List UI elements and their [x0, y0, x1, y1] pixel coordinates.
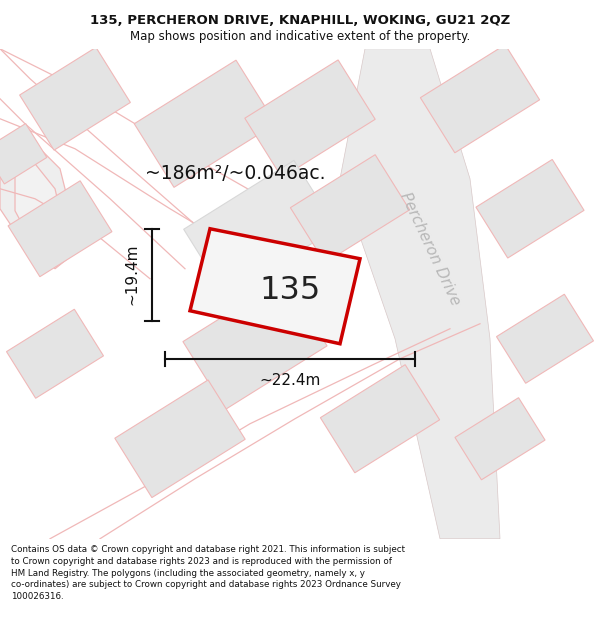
Text: Contains OS data © Crown copyright and database right 2021. This information is : Contains OS data © Crown copyright and d…: [11, 545, 405, 601]
Polygon shape: [0, 139, 80, 269]
Text: ~22.4m: ~22.4m: [259, 373, 320, 388]
Polygon shape: [320, 365, 440, 472]
Polygon shape: [340, 49, 500, 539]
Polygon shape: [15, 164, 70, 267]
Text: 135, PERCHERON DRIVE, KNAPHILL, WOKING, GU21 2QZ: 135, PERCHERON DRIVE, KNAPHILL, WOKING, …: [90, 14, 510, 27]
Polygon shape: [190, 229, 360, 344]
Polygon shape: [115, 380, 245, 498]
Polygon shape: [476, 159, 584, 258]
Text: Map shows position and indicative extent of the property.: Map shows position and indicative extent…: [130, 30, 470, 43]
Text: 135: 135: [259, 275, 320, 306]
Text: ~19.4m: ~19.4m: [125, 244, 139, 306]
Polygon shape: [7, 309, 103, 398]
Polygon shape: [497, 294, 593, 383]
Text: Percheron Drive: Percheron Drive: [397, 190, 463, 308]
Text: ~186m²/~0.046ac.: ~186m²/~0.046ac.: [145, 164, 325, 183]
Polygon shape: [245, 60, 375, 178]
Polygon shape: [0, 124, 47, 184]
Polygon shape: [184, 161, 337, 297]
Polygon shape: [8, 181, 112, 277]
Polygon shape: [290, 155, 410, 262]
Polygon shape: [183, 278, 327, 409]
Polygon shape: [421, 45, 539, 152]
Polygon shape: [134, 60, 276, 188]
Polygon shape: [20, 48, 130, 150]
Polygon shape: [455, 398, 545, 480]
